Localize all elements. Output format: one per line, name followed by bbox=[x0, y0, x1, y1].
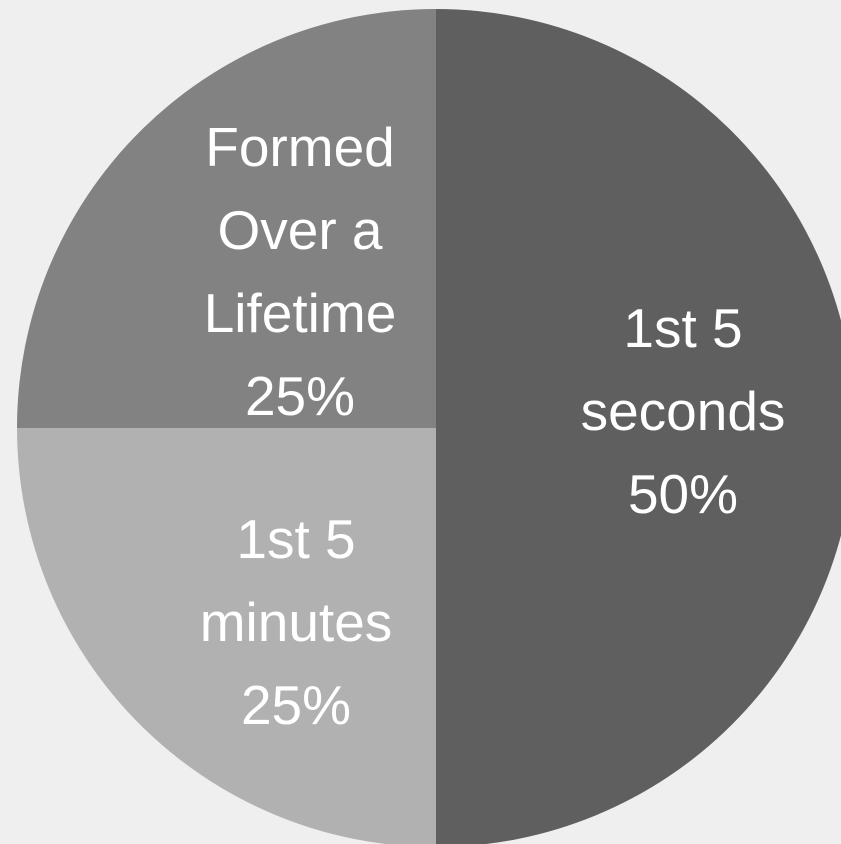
slice-label-formed-over-lifetime: Formed Over a Lifetime 25% bbox=[204, 116, 397, 427]
slice-label-first-5-minutes: 1st 5 minutes 25% bbox=[200, 508, 393, 736]
slice-label-line: Lifetime bbox=[204, 282, 397, 344]
pie-slice-first-5-seconds bbox=[436, 9, 841, 844]
slice-label-line: minutes bbox=[200, 591, 393, 653]
pie-slice-formed-over-lifetime bbox=[17, 9, 436, 428]
slice-label-line: Over a bbox=[217, 199, 382, 261]
slice-label-first-5-seconds: 1st 5 seconds 50% bbox=[581, 297, 786, 525]
slice-label-line: 1st 5 bbox=[623, 297, 742, 359]
pie-labels: 1st 5 seconds 50% 1st 5 minutes 25% Formed Over… bbox=[200, 116, 786, 736]
slice-label-line: 25% bbox=[241, 674, 351, 736]
slice-label-line: Formed bbox=[205, 116, 395, 178]
slice-label-line: seconds bbox=[581, 380, 786, 442]
pie-slices bbox=[17, 9, 841, 844]
pie-slice-first-5-minutes bbox=[17, 428, 436, 844]
slice-label-line: 1st 5 bbox=[236, 508, 355, 570]
slice-label-line: 25% bbox=[245, 365, 355, 427]
slice-label-line: 50% bbox=[628, 463, 738, 525]
